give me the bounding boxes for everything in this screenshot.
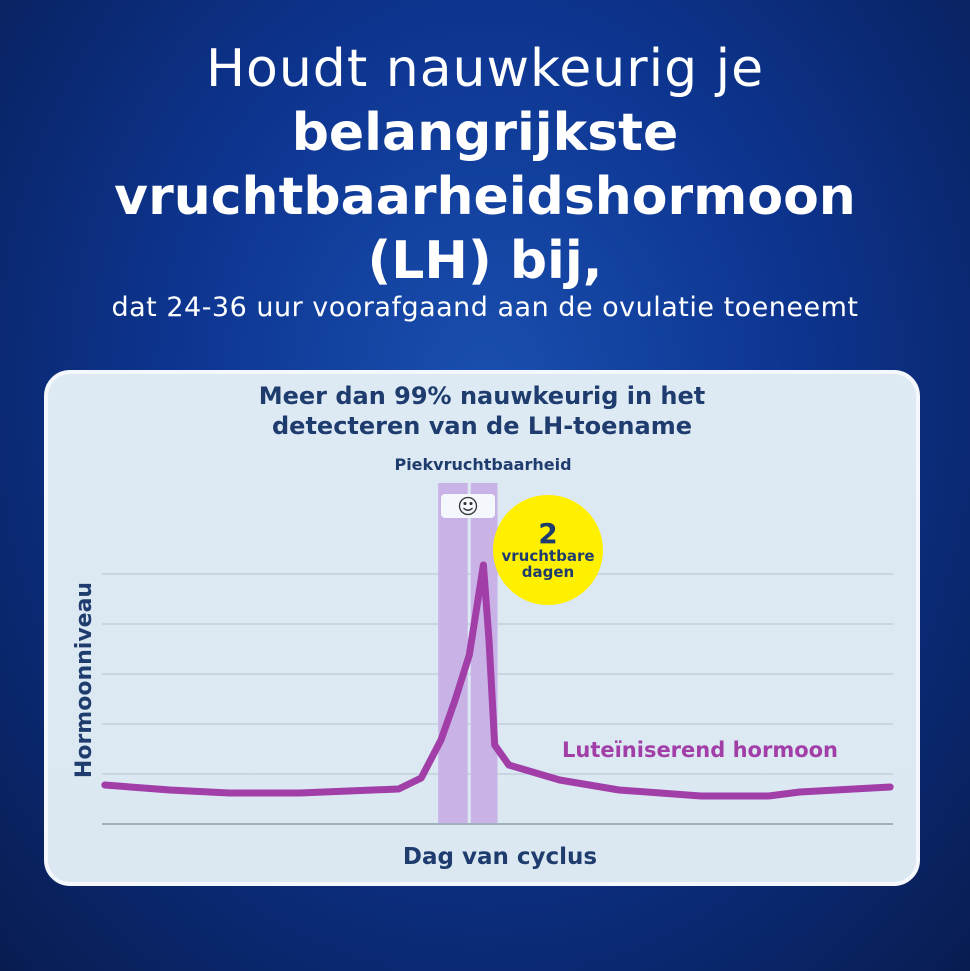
heading-line-1: Houdt nauwkeurig je xyxy=(205,39,765,99)
fertile-days-text-2: dagen xyxy=(522,563,574,581)
fertile-days-number: 2 xyxy=(538,517,557,550)
fertile-day-band xyxy=(470,483,498,824)
peak-fertility-label: Piekvruchtbaarheid xyxy=(394,455,571,474)
fertile-days-badge xyxy=(493,495,603,605)
x-axis-label: Dag van cyclus xyxy=(403,844,597,870)
smiley-icon xyxy=(458,496,478,516)
fertile-days-text-1: vruchtbare xyxy=(501,547,594,565)
chart-title-line-2: detecteren van de LH-toename xyxy=(272,412,692,440)
chart-title-line-1: Meer dan 99% nauwkeurig in het xyxy=(258,382,706,410)
y-axis-label: Hormoonniveau xyxy=(72,582,97,778)
heading-line-2: belangrijkste xyxy=(291,103,679,163)
fertile-day-band xyxy=(438,483,468,824)
heading-line-3: vruchtbaarheidshormoon xyxy=(114,167,856,227)
subtitle: dat 24-36 uur voorafgaand aan de ovulati… xyxy=(111,292,859,323)
chart-title: Meer dan 99% nauwkeurig in het detectere… xyxy=(44,381,920,441)
smiley-box xyxy=(441,494,495,518)
series-label: Luteïniserend hormoon xyxy=(562,738,838,762)
heading-line-4: (LH) bij, xyxy=(367,231,603,291)
lh-series-line xyxy=(101,561,894,800)
